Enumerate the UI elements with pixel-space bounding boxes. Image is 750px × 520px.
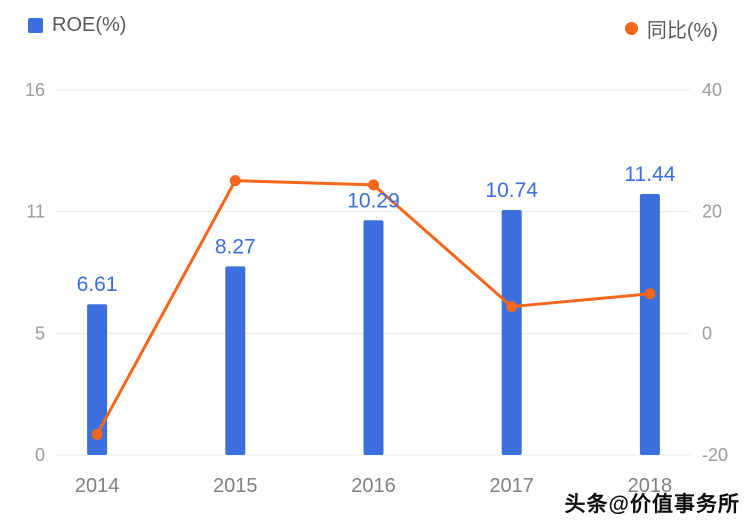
yoy-point[interactable] — [506, 301, 518, 313]
roe-bar-swatch-icon — [28, 18, 43, 33]
right-axis-tick: 20 — [702, 202, 722, 222]
roe-bar[interactable] — [87, 304, 108, 455]
x-axis-label: 2016 — [351, 475, 396, 497]
watermark: 头条@价值事务所 — [564, 493, 740, 516]
bar-value-label: 11.44 — [624, 163, 675, 186]
roe-bar[interactable] — [225, 266, 246, 455]
left-axis-tick: 11 — [26, 202, 45, 222]
legend-yoy-label: 同比(%) — [646, 20, 718, 42]
yoy-point[interactable] — [644, 288, 656, 300]
right-axis-tick: 0 — [702, 323, 712, 343]
roe-bar[interactable] — [639, 194, 660, 455]
right-axis-tick: -20 — [702, 445, 728, 465]
x-axis-label: 2015 — [213, 475, 258, 497]
yoy-point[interactable] — [229, 175, 241, 187]
chart-legend: ROE(%) 同比(%) — [0, 14, 750, 44]
bar-value-label: 10.29 — [347, 189, 400, 212]
x-axis-label: 2017 — [489, 475, 534, 497]
bar-value-label: 10.74 — [485, 179, 538, 202]
roe-bar[interactable] — [363, 220, 384, 455]
yoy-point[interactable] — [368, 179, 379, 191]
yoy-line-swatch-icon — [624, 22, 638, 35]
bar-value-label: 8.27 — [215, 235, 256, 258]
roe-bar[interactable] — [501, 209, 522, 455]
x-axis-label: 2018 — [628, 475, 673, 497]
x-axis-label: 2014 — [75, 475, 120, 497]
right-axis-tick: 40 — [702, 80, 722, 100]
legend-item-yoy[interactable]: 同比(%) — [624, 14, 718, 43]
yoy-point[interactable] — [91, 428, 103, 440]
left-axis-tick: 5 — [35, 323, 45, 343]
left-axis-tick: 0 — [35, 445, 45, 465]
bar-value-label: 6.61 — [77, 273, 118, 296]
legend-item-roe[interactable]: ROE(%) — [28, 14, 126, 37]
legend-roe-label: ROE(%) — [52, 14, 127, 36]
left-axis-tick: 16 — [25, 80, 45, 100]
